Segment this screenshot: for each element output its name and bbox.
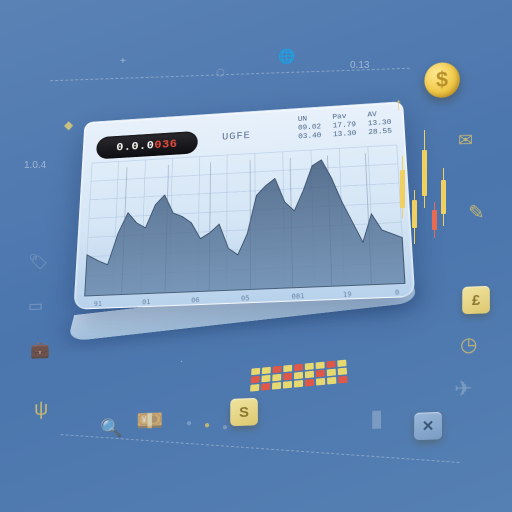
heatmap-cell: [261, 375, 270, 383]
candlestick: [432, 210, 437, 230]
heatmap-cell: [327, 377, 336, 385]
candlestick: [412, 200, 417, 228]
heatmap-cell: [283, 373, 292, 381]
heatmap-cell: [251, 376, 260, 384]
heatmap-cell: [250, 384, 259, 392]
svg-text:91: 91: [94, 300, 103, 309]
pound-icon: £: [462, 286, 490, 314]
heatmap-cell: [273, 366, 282, 373]
phone-icon: ▮: [370, 404, 383, 433]
pin2-icon: ●: [204, 420, 210, 431]
mini-heatmap: [250, 360, 348, 392]
heatmap-cell: [251, 368, 260, 375]
svg-text:081: 081: [291, 292, 304, 301]
svg-text:01: 01: [142, 298, 151, 307]
heatmap-cell: [283, 381, 292, 389]
svg-text:06: 06: [191, 296, 200, 305]
svg-text:0: 0: [395, 288, 400, 297]
heatmap-cell: [338, 368, 347, 376]
heatmap-cell: [305, 379, 314, 387]
book-icon: ▭: [28, 296, 43, 316]
note-icon: 💴: [136, 408, 163, 434]
price-chart-panel: 0.0.0036 UGFE UN09.0203.40Pav17.7913.30A…: [73, 101, 415, 310]
heatmap-cell: [305, 371, 314, 379]
globe-icon: 🌐: [278, 48, 295, 65]
heatmap-cell: [272, 374, 281, 382]
heatmap-cell: [316, 362, 325, 369]
heatmap-cell: [337, 360, 346, 367]
pen-icon: ✎: [468, 200, 485, 225]
heatmap-cell: [338, 376, 348, 384]
heatmap-cell: [294, 380, 303, 388]
tag-left-icon: 🏷: [28, 252, 48, 272]
heatmap-cell: [294, 364, 303, 371]
pin-icon: ●: [186, 418, 192, 429]
heatmap-cell: [262, 367, 271, 374]
clock-icon: ◷: [460, 332, 477, 357]
svg-text:19: 19: [343, 290, 352, 299]
candlestick: [422, 150, 427, 196]
heatmap-cell: [261, 383, 270, 391]
heatmap-cell: [327, 369, 336, 377]
svg-text:05: 05: [241, 294, 250, 303]
ring-icon: ○: [215, 62, 226, 83]
candlestick: [400, 170, 405, 208]
heatmap-cell: [316, 370, 325, 378]
dollar-coin-icon: $: [424, 62, 460, 99]
heatmap-cell: [294, 372, 303, 380]
chart-svg: 91 01 06 05 081 19 0: [74, 102, 416, 311]
briefcase-icon: 💼: [30, 340, 50, 360]
heatmap-cell: [316, 378, 325, 386]
x-tile-icon: ✕: [414, 412, 442, 440]
arrow-up-icon: ↑: [394, 94, 403, 115]
prong-icon: ψ: [34, 398, 48, 421]
heatmap-cell: [305, 363, 314, 370]
heatmap-cell: [326, 361, 335, 368]
pin3-icon: ●: [222, 422, 228, 433]
heatmap-cell: [283, 365, 292, 372]
s-tile-icon: S: [230, 398, 258, 426]
plane-icon: ✈: [454, 376, 472, 402]
mail-icon: ✉: [458, 130, 473, 151]
heatmap-cell: [272, 382, 281, 390]
candlestick: [441, 180, 446, 214]
glass-icon: 🔍: [100, 418, 122, 439]
diamond-icon: ◆: [64, 118, 73, 132]
